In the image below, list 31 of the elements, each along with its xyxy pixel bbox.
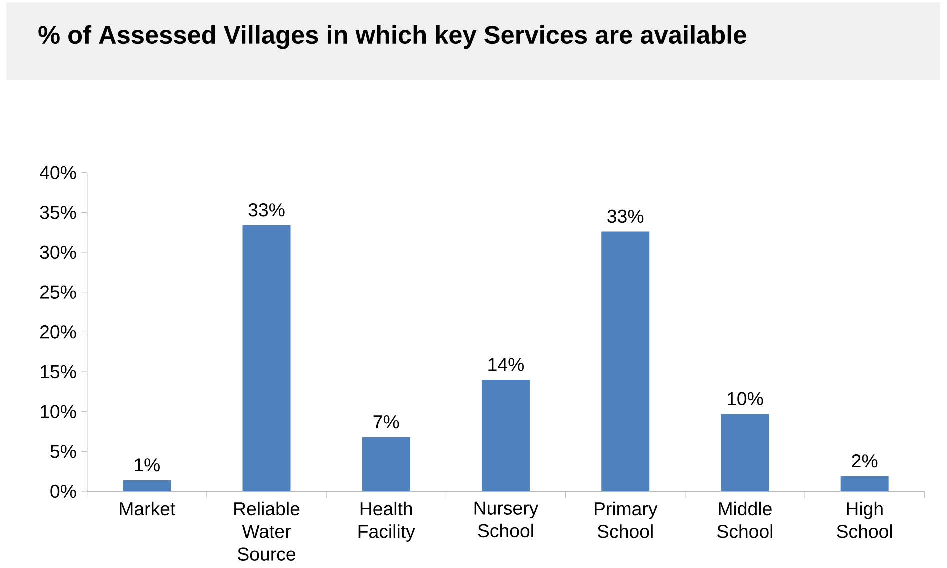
bar xyxy=(602,232,650,492)
bar xyxy=(721,414,770,492)
x-tick-label: High School xyxy=(837,502,892,538)
data-label: 33% xyxy=(608,210,644,224)
x-tick-label: Market xyxy=(120,502,176,516)
y-tick-label: 40% xyxy=(40,166,76,180)
data-label: 10% xyxy=(728,392,764,406)
data-label: 33% xyxy=(248,203,285,217)
bar xyxy=(123,480,172,492)
y-tick-label: 5% xyxy=(50,445,76,458)
y-tick-label: 30% xyxy=(40,246,76,260)
chart-title: % of Assessed Villages in which key Services are available xyxy=(38,25,746,50)
x-tick-label: Nursery School xyxy=(474,502,539,538)
y-tick-label: 25% xyxy=(40,286,76,299)
bar xyxy=(482,380,530,492)
y-tick-label: 20% xyxy=(40,326,76,339)
y-tick-label: 0% xyxy=(50,484,76,498)
y-tick-label: 35% xyxy=(40,206,76,220)
x-tick-label: Primary School xyxy=(594,502,658,538)
bar xyxy=(242,225,291,492)
y-tick-label: 10% xyxy=(40,405,76,418)
data-label: 1% xyxy=(135,458,160,472)
data-label: 2% xyxy=(852,454,878,468)
bar xyxy=(362,437,410,492)
y-tick-label: 15% xyxy=(40,365,76,379)
x-tick-label: Health Facility xyxy=(358,502,416,542)
data-label: 7% xyxy=(374,416,400,429)
bar xyxy=(840,476,889,492)
x-tick-label: Middle School xyxy=(718,502,773,538)
x-tick-label: Reliable Water Source xyxy=(234,502,300,561)
data-label: 14% xyxy=(488,358,524,372)
